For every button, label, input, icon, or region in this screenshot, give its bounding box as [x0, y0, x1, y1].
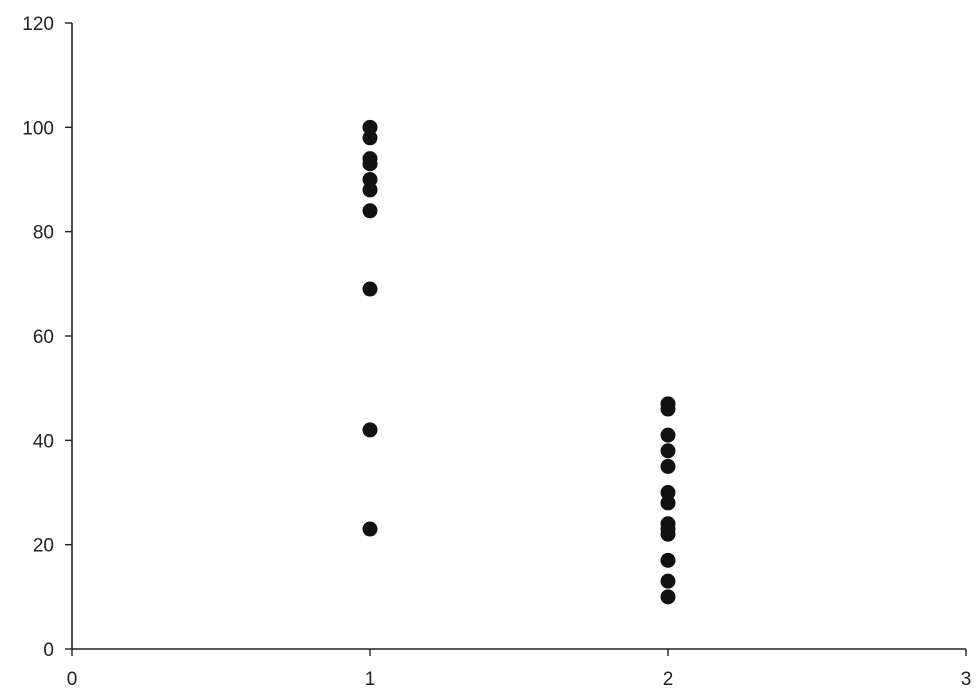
data-point-0-6 [362, 203, 378, 219]
data-point-0-14 [660, 458, 676, 474]
y-axis-ticks: 0 20 40 60 80 100 120 [22, 14, 72, 661]
y-tick-label-20: 20 [33, 536, 54, 557]
data-point-0-21 [660, 573, 676, 589]
y-tick-label-0: 0 [43, 640, 54, 661]
y-tick-label-40: 40 [33, 431, 54, 452]
data-point-0-4 [362, 172, 378, 187]
data-point-0-7 [362, 281, 378, 297]
x-tick-label-1: 1 [365, 669, 376, 690]
data-point-0-12 [660, 427, 676, 443]
data-point-0-22 [660, 589, 676, 605]
data-point-0-11 [660, 401, 676, 417]
data-point-0-19 [660, 526, 676, 542]
data-point-0-16 [660, 495, 676, 511]
data-point-0-20 [660, 552, 676, 568]
data-point-0-15 [660, 485, 676, 500]
x-tick-label-3: 3 [961, 669, 972, 690]
data-point-0-9 [362, 521, 378, 537]
x-axis-ticks: 0 1 2 3 [67, 649, 972, 690]
data-point-0-8 [362, 422, 378, 438]
data-point-0-5 [362, 182, 378, 198]
x-tick-label-0: 0 [67, 669, 78, 690]
y-tick-label-120: 120 [22, 14, 54, 35]
y-tick-label-60: 60 [33, 327, 54, 348]
x-tick-label-2: 2 [663, 669, 674, 690]
data-points [362, 119, 676, 605]
data-point-0-13 [660, 443, 676, 459]
data-point-0-0 [362, 119, 378, 135]
y-tick-label-80: 80 [33, 223, 54, 244]
data-point-0-1 [362, 130, 378, 146]
y-tick-label-100: 100 [22, 118, 54, 139]
data-point-0-3 [362, 156, 378, 172]
